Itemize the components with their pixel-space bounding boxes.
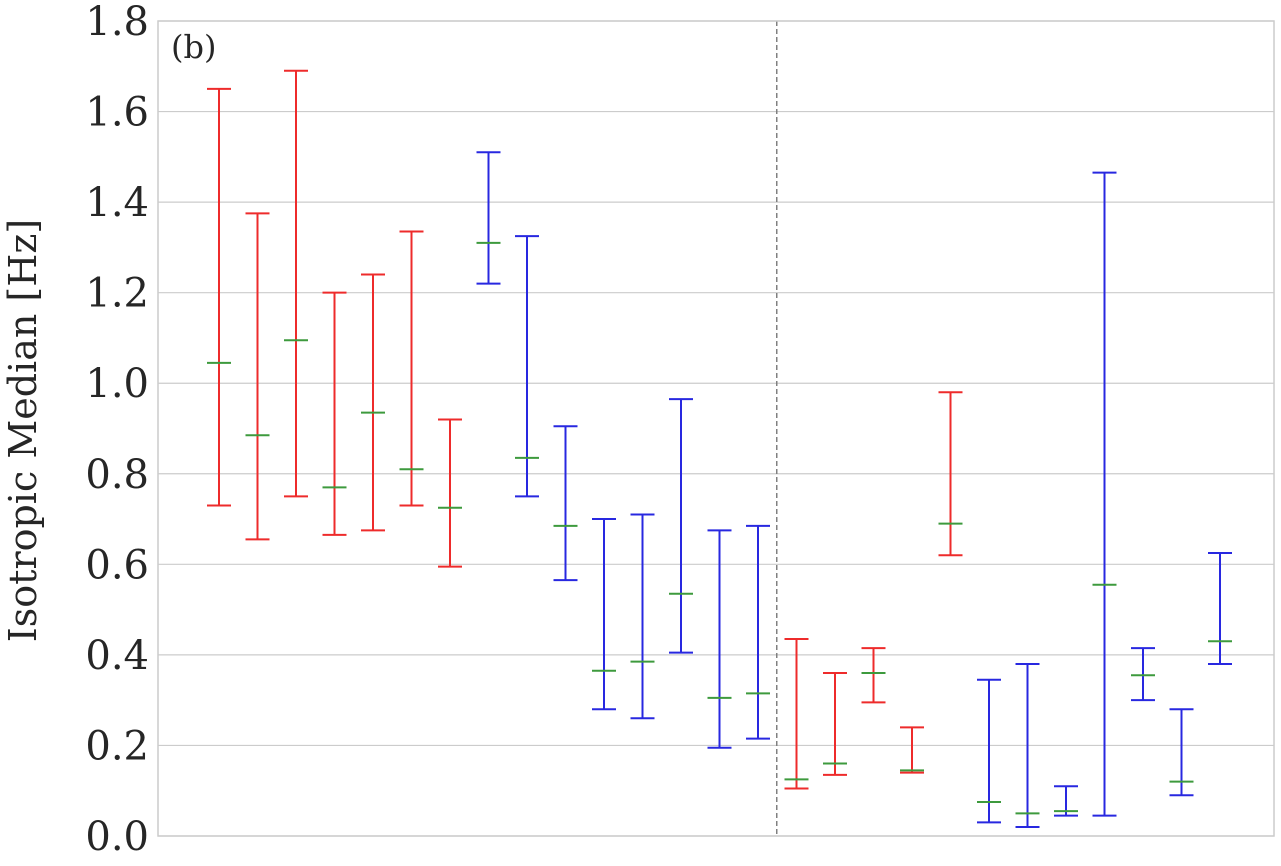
error-bar bbox=[1054, 785, 1078, 817]
error-bar bbox=[245, 212, 270, 541]
y-tick-label: 1.2 bbox=[85, 271, 149, 317]
error-bar bbox=[1131, 647, 1155, 702]
error-bar bbox=[630, 513, 655, 720]
error-bar bbox=[977, 678, 1001, 824]
error-bar bbox=[515, 235, 539, 498]
y-tick-label: 1.4 bbox=[85, 180, 149, 226]
y-tick-label: 1.6 bbox=[85, 90, 149, 136]
y-tick-label: 0.8 bbox=[85, 452, 149, 498]
error-bar bbox=[669, 398, 693, 654]
plot-frame bbox=[157, 20, 1275, 837]
y-tick-label: 0.6 bbox=[85, 542, 149, 588]
error-bar bbox=[707, 529, 732, 749]
y-tick-label: 0.4 bbox=[85, 633, 149, 679]
error-bar bbox=[938, 391, 963, 557]
error-bar bbox=[1092, 171, 1117, 817]
error-bar bbox=[553, 425, 578, 582]
y-tick-label: 1.8 bbox=[85, 0, 149, 45]
y-tick-label: 1.0 bbox=[85, 361, 149, 407]
error-bar bbox=[1208, 552, 1232, 665]
error-bar bbox=[438, 418, 462, 568]
error-bar bbox=[1169, 708, 1194, 797]
error-bar bbox=[861, 647, 886, 704]
panel-label: (b) bbox=[171, 28, 216, 66]
error-bar bbox=[1015, 662, 1040, 828]
error-bar bbox=[823, 672, 847, 776]
y-tick-label: 0.2 bbox=[85, 723, 149, 769]
y-tick-label: 0.0 bbox=[85, 814, 149, 860]
error-bar bbox=[361, 273, 385, 532]
error-bar bbox=[900, 726, 924, 774]
error-bar bbox=[399, 230, 424, 507]
error-bar bbox=[746, 524, 770, 740]
error-bar bbox=[592, 518, 616, 711]
error-bar bbox=[476, 151, 501, 285]
y-gridlines bbox=[158, 20, 1274, 837]
error-bar bbox=[284, 69, 308, 498]
error-bars bbox=[207, 69, 1232, 828]
y-axis-label: Isotropic Median [Hz] bbox=[1, 219, 45, 642]
error-bar bbox=[322, 291, 347, 536]
error-bar bbox=[207, 87, 231, 507]
error-bar bbox=[784, 638, 809, 790]
y-tick-labels: 0.0 0.2 0.4 0.6 0.8 1.0 1.2 1.4 1.6 1.8 bbox=[85, 0, 149, 860]
